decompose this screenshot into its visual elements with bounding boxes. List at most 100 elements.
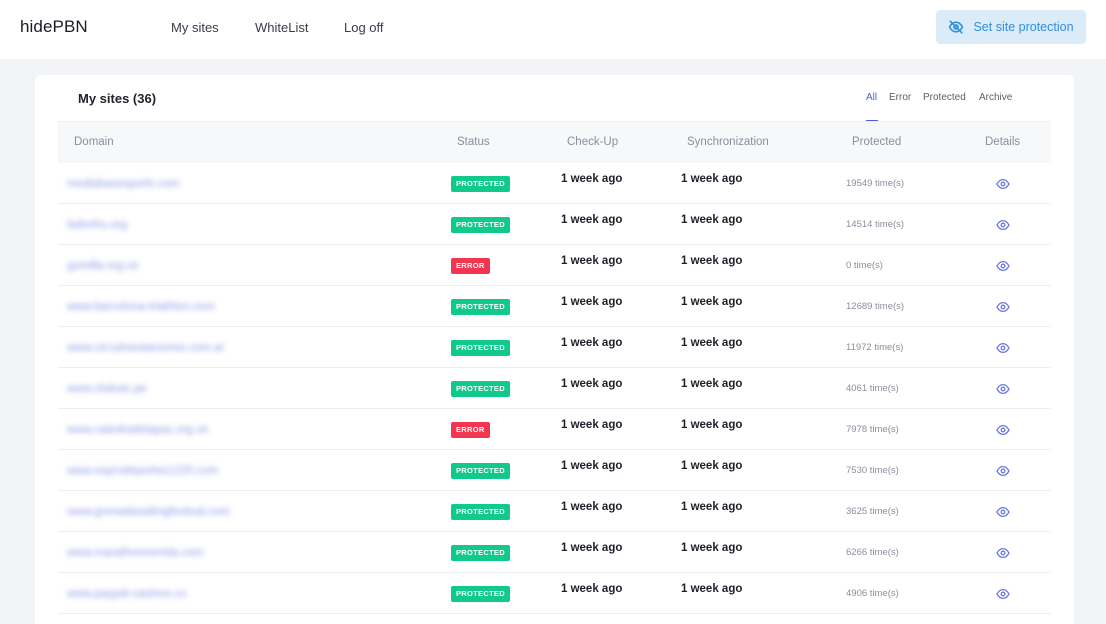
domain-link[interactable]: gumilla.org.ve: [67, 260, 139, 272]
status-badge: PROTECTED: [451, 463, 510, 479]
status-badge: PROTECTED: [451, 381, 510, 397]
table-row: gumilla.org.ve ERROR 1 week ago 1 week ago 0…: [58, 245, 1051, 286]
status-badge: PROTECTED: [451, 545, 510, 561]
sync-value: 1 week ago: [681, 460, 743, 472]
domain-link[interactable]: mediabasesports.com: [67, 178, 180, 190]
status-badge: PROTECTED: [451, 504, 510, 520]
sites-card: My sites (36) All Error Protected Archiv…: [35, 75, 1074, 624]
checkup-value: 1 week ago: [561, 296, 623, 308]
status-badge: PROTECTED: [451, 217, 510, 233]
sync-value: 1 week ago: [681, 214, 743, 226]
nav-my-sites[interactable]: My sites: [171, 20, 219, 35]
protected-count: 11972 time(s): [846, 342, 904, 353]
checkup-value: 1 week ago: [561, 378, 623, 390]
protected-count: 14514 time(s): [846, 219, 905, 230]
sync-value: 1 week ago: [681, 542, 743, 554]
header-protected: Protected: [852, 136, 902, 148]
eye-icon[interactable]: [996, 505, 1010, 518]
protected-count: 7530 time(s): [846, 465, 899, 476]
filter-archive[interactable]: Archive: [979, 92, 1013, 103]
table-header: Domain Status Check-Up Synchronization P…: [58, 121, 1051, 163]
protected-count: 4906 time(s): [846, 588, 899, 599]
table-row: www.clubutc.pe PROTECTED 1 week ago 1 week …: [58, 368, 1051, 409]
checkup-value: 1 week ago: [561, 337, 623, 349]
status-badge: ERROR: [451, 422, 490, 438]
checkup-value: 1 week ago: [561, 542, 623, 554]
domain-link[interactable]: www.esprodeportes1220.com: [67, 465, 219, 477]
checkup-value: 1 week ago: [561, 173, 623, 185]
domain-link[interactable]: ladeshu.org: [67, 219, 128, 231]
domain-link[interactable]: www.grenadasailingfestival.com: [67, 506, 230, 518]
status-badge: PROTECTED: [451, 586, 510, 602]
page-title: My sites (36): [78, 91, 157, 106]
sites-table-body: mediabasesports.com PROTECTED 1 week ago 1 …: [58, 163, 1051, 614]
protected-count: 19549 time(s): [846, 178, 905, 189]
eye-icon[interactable]: [996, 382, 1010, 395]
sync-value: 1 week ago: [681, 583, 743, 595]
filter-protected[interactable]: Protected: [923, 92, 966, 103]
domain-link[interactable]: www.circuitoestaciones.com.ar: [67, 342, 225, 354]
app-logo[interactable]: hidePBN: [20, 17, 88, 36]
checkup-value: 1 week ago: [561, 501, 623, 513]
table-row: www.circuitoestaciones.com.ar PROTECTED 1 …: [58, 327, 1051, 368]
table-row: www.catedradelapaz.org.ve ERROR 1 week ago…: [58, 409, 1051, 450]
sync-value: 1 week ago: [681, 378, 743, 390]
top-navbar: hidePBN My sites WhiteList Log off Set s…: [0, 0, 1106, 59]
table-row: www.grenadasailingfestival.com PROTECTED 1…: [58, 491, 1051, 532]
domain-link[interactable]: www.clubutc.pe: [67, 383, 147, 395]
domain-link[interactable]: www.marathonmerida.com: [67, 547, 204, 559]
filter-error[interactable]: Error: [889, 92, 912, 103]
sync-value: 1 week ago: [681, 337, 743, 349]
eye-icon[interactable]: [996, 177, 1010, 190]
status-badge: PROTECTED: [451, 176, 510, 192]
header-checkup: Check-Up: [567, 136, 619, 148]
sync-value: 1 week ago: [681, 296, 743, 308]
domain-link[interactable]: www.barcelona-triathlon.com: [67, 301, 215, 313]
checkup-value: 1 week ago: [561, 460, 623, 472]
eye-icon[interactable]: [996, 546, 1010, 559]
set-site-protection-button[interactable]: Set site protection: [936, 10, 1086, 44]
eye-icon[interactable]: [996, 218, 1010, 231]
eye-icon[interactable]: [996, 259, 1010, 272]
protected-count: 7978 time(s): [846, 424, 899, 435]
eye-icon[interactable]: [996, 464, 1010, 477]
sync-value: 1 week ago: [681, 419, 743, 431]
eye-icon[interactable]: [996, 341, 1010, 354]
table-row: ladeshu.org PROTECTED 1 week ago 1 week ago…: [58, 204, 1051, 245]
status-badge: PROTECTED: [451, 299, 510, 315]
checkup-value: 1 week ago: [561, 419, 623, 431]
domain-link[interactable]: www.catedradelapaz.org.ve: [67, 424, 209, 436]
eye-icon[interactable]: [996, 587, 1010, 600]
domain-link[interactable]: www.paypal-casinos.co: [67, 588, 187, 600]
header-details: Details: [985, 136, 1021, 148]
header-domain: Domain: [74, 136, 114, 148]
status-badge: PROTECTED: [451, 340, 510, 356]
checkup-value: 1 week ago: [561, 214, 623, 226]
table-row: www.barcelona-triathlon.com PROTECTED 1 we…: [58, 286, 1051, 327]
eye-icon[interactable]: [996, 423, 1010, 436]
filter-all[interactable]: All: [866, 92, 878, 103]
sync-value: 1 week ago: [681, 255, 743, 267]
checkup-value: 1 week ago: [561, 583, 623, 595]
protected-count: 0 time(s): [846, 260, 883, 271]
eye-icon[interactable]: [996, 300, 1010, 313]
active-filter-indicator: [866, 120, 878, 121]
nav-whitelist[interactable]: WhiteList: [255, 20, 309, 35]
set-site-protection-label: Set site protection: [973, 20, 1074, 34]
protected-count: 12689 time(s): [846, 301, 905, 312]
checkup-value: 1 week ago: [561, 255, 623, 267]
protected-count: 6266 time(s): [846, 547, 899, 558]
table-row: www.paypal-casinos.co PROTECTED 1 week ago…: [58, 573, 1051, 614]
protected-count: 4061 time(s): [846, 383, 899, 394]
header-synchronization: Synchronization: [687, 136, 769, 148]
table-row: www.marathonmerida.com PROTECTED 1 week ag…: [58, 532, 1051, 573]
header-status: Status: [457, 136, 490, 148]
sync-value: 1 week ago: [681, 173, 743, 185]
sync-value: 1 week ago: [681, 501, 743, 513]
eye-off-icon: [948, 20, 964, 34]
table-row: mediabasesports.com PROTECTED 1 week ago 1 …: [58, 163, 1051, 204]
protected-count: 3625 time(s): [846, 506, 899, 517]
table-row: www.esprodeportes1220.com PROTECTED 1 week…: [58, 450, 1051, 491]
status-badge: ERROR: [451, 258, 490, 274]
nav-log-off[interactable]: Log off: [344, 20, 384, 35]
